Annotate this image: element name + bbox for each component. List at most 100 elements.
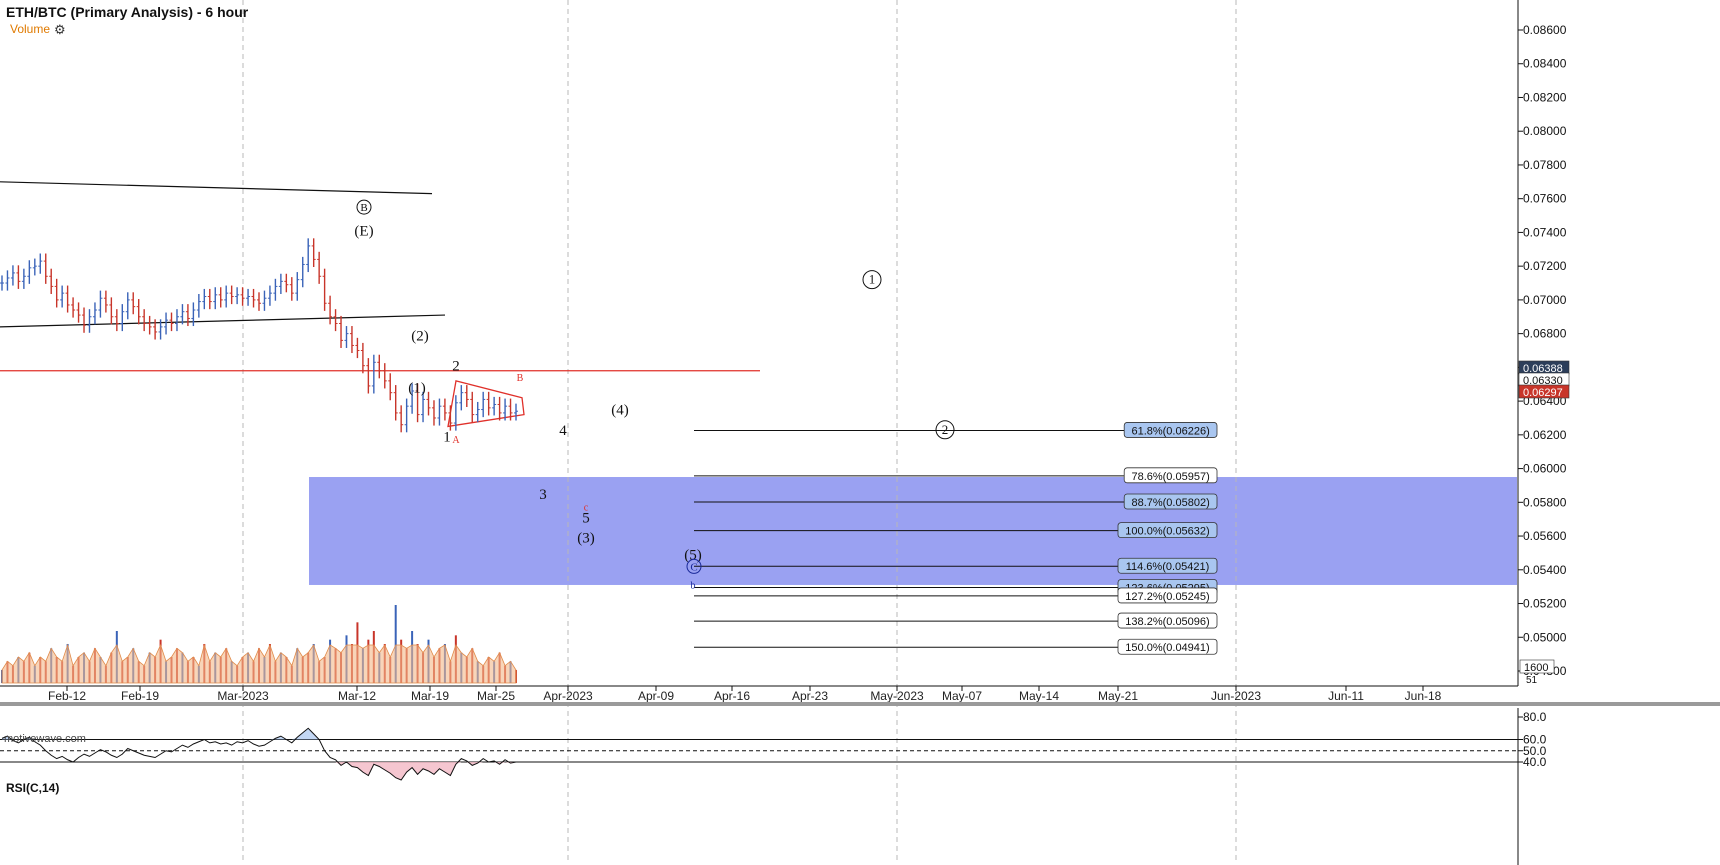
fib-label-box bbox=[1123, 422, 1218, 438]
time-tick-label: May-14 bbox=[1019, 689, 1059, 703]
time-axis-layer[interactable]: Feb-12 Feb-19 Mar-2023 Mar-12 Mar-19 Mar-25 Ap… bbox=[0, 685, 1720, 706]
panel-separator bbox=[0, 702, 1720, 706]
price-tick-label: 0.07200 bbox=[1523, 259, 1567, 273]
fib-label: 88.7%(0.05802) bbox=[1131, 497, 1209, 509]
wave-label-circle bbox=[935, 420, 955, 440]
fib-label-box bbox=[1117, 587, 1218, 604]
time-tick-label: Feb-19 bbox=[121, 689, 159, 703]
small-axis-label: 51 bbox=[1526, 675, 1538, 686]
fib-label-box bbox=[1117, 612, 1218, 629]
price-flag-label: 0.06297 bbox=[1523, 387, 1563, 399]
wave-label: 2 bbox=[942, 422, 949, 437]
wave-label: b bbox=[691, 580, 696, 591]
rsi-line bbox=[1, 727, 517, 781]
price-tick-label: 0.08200 bbox=[1523, 90, 1567, 104]
wave-label: c bbox=[584, 503, 589, 514]
wave-label: (2) bbox=[411, 328, 429, 344]
wave-label: 2 bbox=[452, 359, 460, 375]
price-tick-label: 0.05800 bbox=[1523, 495, 1567, 509]
time-tick-label: Jun-11 bbox=[1328, 689, 1364, 703]
wave-label: (E) bbox=[354, 224, 373, 240]
price-flag bbox=[1518, 384, 1570, 399]
triangle-pattern bbox=[447, 380, 525, 428]
price-tick-label: 0.07400 bbox=[1523, 225, 1567, 239]
fib-label: 100.0%(0.05632) bbox=[1125, 526, 1209, 538]
price-tick-label: 0.05600 bbox=[1523, 529, 1567, 543]
wave-label: A bbox=[452, 435, 460, 446]
time-tick-label: Mar-19 bbox=[411, 689, 449, 703]
trend-lines-layer bbox=[0, 181, 760, 428]
upper-channel-line bbox=[0, 181, 433, 195]
rsi-tick-label: 80.0 bbox=[1523, 710, 1547, 724]
wave-label: B bbox=[517, 373, 524, 384]
wave-label-circle bbox=[356, 199, 372, 215]
wave-label-circle bbox=[686, 558, 702, 574]
rsi-tick-label: 50.0 bbox=[1523, 744, 1547, 758]
time-tick-label: Mar-12 bbox=[338, 689, 376, 703]
time-tick-label: Mar-2023 bbox=[217, 689, 269, 703]
price-tick-label: 0.05400 bbox=[1523, 563, 1567, 577]
lower-channel-line bbox=[0, 314, 446, 328]
fib-label: 127.2%(0.05245) bbox=[1125, 591, 1209, 603]
rsi-tick-label: 60.0 bbox=[1523, 733, 1547, 747]
wave-label: 3 bbox=[539, 487, 547, 503]
volume-axis-label: 1600 bbox=[1524, 662, 1548, 674]
time-tick-label: Jun-2023 bbox=[1211, 689, 1261, 703]
price-tick-label: 0.06200 bbox=[1523, 428, 1567, 442]
time-tick-label: Feb-12 bbox=[48, 689, 86, 703]
gear-icon[interactable]: ⚙ bbox=[54, 22, 66, 37]
price-series-layer bbox=[0, 238, 518, 433]
wave-label: 5 bbox=[582, 510, 590, 526]
fib-label-box bbox=[1123, 467, 1218, 484]
price-tick-label: 0.07600 bbox=[1523, 192, 1567, 206]
fib-label: 114.6%(0.05421) bbox=[1126, 561, 1210, 573]
fib-label: 150.0%(0.04941) bbox=[1125, 642, 1209, 654]
time-tick-label: May-07 bbox=[942, 689, 982, 703]
rsi-label: RSI(C,14) bbox=[6, 781, 60, 795]
price-tick-label: 0.05200 bbox=[1523, 597, 1567, 611]
wave-label: B bbox=[360, 202, 367, 214]
price-tick-label: 0.07800 bbox=[1523, 158, 1567, 172]
rsi-oversold-fill bbox=[2, 762, 516, 780]
time-tick-label: Apr-09 bbox=[638, 689, 674, 703]
fib-levels-layer: 61.8%(0.06226) 78.6%(0.05957) 88.7%(0.0580… bbox=[694, 422, 1218, 655]
price-axis-layer[interactable]: 0.048000.050000.052000.054000.056000.058… bbox=[1517, 0, 1570, 686]
time-tick-label: Mar-25 bbox=[477, 689, 515, 703]
time-tick-label: May-21 bbox=[1098, 689, 1138, 703]
price-tick-label: 0.05000 bbox=[1523, 630, 1567, 644]
rsi-tick-label: 40.0 bbox=[1523, 755, 1547, 769]
price-tick-label: 0.07000 bbox=[1523, 293, 1567, 307]
volume-layer bbox=[1, 605, 517, 684]
price-tick-label: 0.08600 bbox=[1523, 23, 1567, 37]
wave-label: 1 bbox=[443, 430, 451, 446]
price-flag-label: 0.06388 bbox=[1523, 363, 1563, 375]
price-tick-label: 0.06000 bbox=[1523, 462, 1567, 476]
price-tick-label: 0.08000 bbox=[1523, 124, 1567, 138]
fib-label: 78.6%(0.05957) bbox=[1131, 471, 1209, 483]
price-tick-label: 0.06800 bbox=[1523, 327, 1567, 341]
wave-label: (5) bbox=[684, 548, 702, 564]
wave-label: 1 bbox=[869, 272, 876, 287]
wave-label-circle bbox=[862, 270, 882, 290]
fib-label: 61.8%(0.06226) bbox=[1131, 425, 1209, 437]
wave-label: (3) bbox=[577, 531, 595, 547]
volume-indicator-label[interactable]: Volume bbox=[10, 22, 51, 36]
wave-label: 4 bbox=[559, 423, 567, 439]
wave-label: (1) bbox=[408, 381, 426, 397]
fib-label-box bbox=[1117, 638, 1218, 655]
time-tick-label: Jun-18 bbox=[1405, 689, 1442, 703]
wave-label: (4) bbox=[611, 403, 629, 419]
volume-axis-box bbox=[1519, 659, 1555, 674]
fib-label: 138.2%(0.05096) bbox=[1125, 616, 1209, 628]
volume-average-area bbox=[1, 643, 517, 684]
time-tick-label: Apr-2023 bbox=[543, 689, 593, 703]
time-tick-label: Apr-16 bbox=[714, 689, 750, 703]
price-tick-label: 0.08400 bbox=[1523, 57, 1567, 71]
wave-label: C bbox=[690, 561, 697, 573]
fib-label-box bbox=[1117, 557, 1218, 574]
fib-label-box bbox=[1117, 522, 1218, 539]
watermark: motivewave.com bbox=[4, 733, 86, 745]
fib-label-box bbox=[1123, 493, 1218, 510]
